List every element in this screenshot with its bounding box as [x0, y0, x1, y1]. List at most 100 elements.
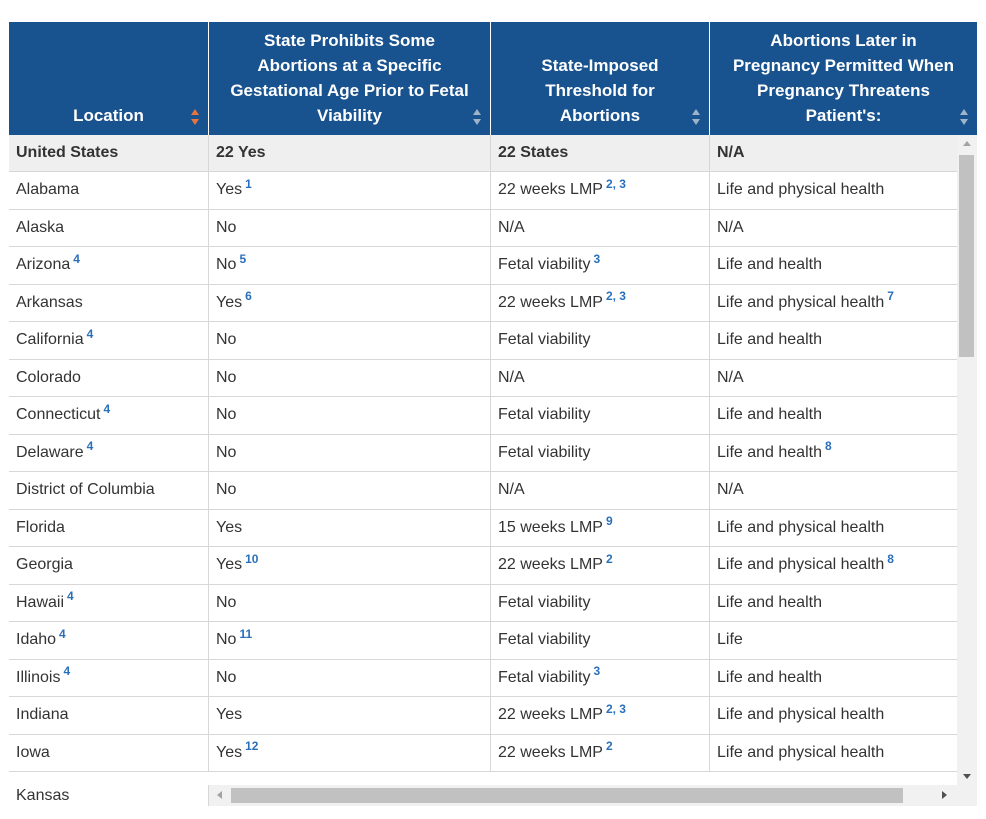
- column-header-prohibits[interactable]: State Prohibits Some Abortions at a Spec…: [209, 22, 491, 135]
- cell-prohibits-text: No: [216, 631, 237, 648]
- footnote-link[interactable]: 3: [593, 251, 601, 266]
- cell-permitted: Life and health: [710, 660, 957, 697]
- cell-prohibits: No: [209, 659, 491, 696]
- cell-threshold: N/A: [491, 472, 710, 509]
- footnote-link[interactable]: 8: [887, 551, 894, 566]
- table-body: United States 2 2 Yes 22 States N/A Alaba…: [9, 135, 957, 785]
- column-header-threshold[interactable]: State-Imposed Threshold for Abortions: [491, 22, 710, 135]
- cell-threshold-text: N/A: [498, 368, 525, 386]
- cell-location-text: Florida: [16, 518, 65, 536]
- sort-icon[interactable]: [960, 109, 969, 125]
- column-header-label: Location: [73, 106, 144, 125]
- column-header-location[interactable]: Location: [9, 22, 209, 135]
- scrollbar-corner: [957, 785, 977, 806]
- cell-location-text: Iowa: [16, 743, 50, 761]
- column-header-label: State-Imposed Threshold for Abortions: [541, 56, 659, 125]
- cell-prohibits: Yes: [209, 509, 491, 546]
- footnote-link[interactable]: 2, 3: [605, 176, 626, 191]
- sort-icon[interactable]: [191, 109, 200, 125]
- cell-prohibits-text: No: [216, 218, 237, 236]
- footnote-link[interactable]: 4: [73, 251, 80, 266]
- table-row: Alabama Yes 1 22 weeks LMP 2, 3 Life and phys…: [9, 172, 957, 210]
- cell-prohibits-text: Yes: [216, 706, 243, 723]
- cell-threshold-text: Fetal viability: [498, 631, 591, 648]
- horizontal-scroll-thumb[interactable]: [231, 788, 903, 803]
- cell-prohibits-text: Yes: [216, 293, 243, 311]
- table-row: Iowa Yes 12 22 weeks LMP 2 Life and physical …: [9, 734, 957, 772]
- summary-location: United States: [9, 135, 209, 171]
- footnote-link[interactable]: 2, 3: [605, 289, 626, 304]
- cell-threshold-text: N/A: [498, 218, 525, 236]
- cell-prohibits-text: No: [216, 256, 237, 273]
- footnote-link[interactable]: 4: [103, 401, 111, 416]
- cell-permitted: N/A: [710, 472, 957, 509]
- sort-icon[interactable]: [692, 109, 701, 125]
- cell-permitted-text: Life: [717, 631, 743, 648]
- summary-threshold: 22 States: [491, 135, 710, 171]
- footnote-link[interactable]: 4: [63, 664, 71, 679]
- cell-permitted-text: Life and physical health: [717, 556, 885, 573]
- cell-permitted-text: Life and health: [717, 443, 822, 461]
- vertical-scrollbar[interactable]: [957, 135, 977, 785]
- footnote-link[interactable]: 2: [605, 739, 613, 754]
- scroll-right-arrow-icon[interactable]: [942, 791, 947, 799]
- cell-location-text: Hawaii: [16, 593, 65, 611]
- cell-prohibits-text: No: [216, 406, 237, 423]
- footnote-link[interactable]: 10: [245, 551, 259, 566]
- footnote-link[interactable]: 5: [239, 251, 247, 266]
- cell-location-text: Indiana: [16, 706, 69, 723]
- cell-threshold-text: 22 weeks LMP: [498, 706, 603, 723]
- cell-prohibits-text: No: [216, 443, 237, 461]
- scroll-left-arrow-icon[interactable]: [217, 791, 222, 799]
- footnote-link[interactable]: 3: [593, 664, 601, 679]
- scroll-down-arrow-icon[interactable]: [963, 774, 971, 779]
- footnote-link[interactable]: 1: [245, 176, 252, 191]
- table-row: Florida Yes 15 weeks LMP 9 Life and physical…: [9, 509, 957, 547]
- cell-threshold: Fetal viability: [491, 622, 710, 659]
- table-row: Colorado No N/A N/A: [9, 359, 957, 397]
- cell-permitted: Life and physical health: [710, 510, 957, 547]
- cell-permitted: Life and physical health 7: [710, 285, 957, 322]
- cell-prohibits: No 11: [209, 622, 491, 659]
- table-row: California 4 No Fetal viability Life and hea…: [9, 322, 957, 360]
- footnote-link[interactable]: 2, 3: [605, 701, 626, 716]
- column-header-permitted[interactable]: Abortions Later in Pregnancy Permitted W…: [710, 22, 977, 135]
- cell-location: Florida: [9, 509, 209, 546]
- cell-threshold: Fetal viability: [491, 397, 710, 434]
- cell-threshold-text: Fetal viability: [498, 593, 591, 611]
- footnote-link[interactable]: 8: [824, 439, 832, 454]
- footnote-link[interactable]: 6: [245, 289, 252, 304]
- cell-location: Delaware 4: [9, 434, 209, 471]
- table-row: Arkansas Yes 6 22 weeks LMP 2, 3 Life and phy…: [9, 284, 957, 322]
- cell-prohibits: No: [209, 584, 491, 621]
- cell-threshold: 22 weeks LMP 2, 3: [491, 697, 710, 734]
- cell-prohibits: No: [209, 359, 491, 396]
- column-header-label: State Prohibits Some Abortions at a Spec…: [230, 31, 469, 125]
- cell-threshold: 22 weeks LMP 2: [491, 734, 710, 771]
- footnote-link[interactable]: 9: [605, 514, 613, 529]
- cell-location: Connecticut 4: [9, 397, 209, 434]
- footnote-link[interactable]: 11: [239, 626, 253, 641]
- footnote-link[interactable]: 12: [245, 739, 259, 754]
- table-row: Arizona 4 No 5 Fetal viability 3 Life and heal…: [9, 247, 957, 285]
- vertical-scroll-thumb[interactable]: [959, 155, 974, 357]
- footnote-link[interactable]: 4: [67, 589, 74, 604]
- cell-threshold: Fetal viability: [491, 322, 710, 359]
- cell-location-text: California: [16, 331, 84, 348]
- cell-threshold: 22 weeks LMP 2, 3: [491, 284, 710, 321]
- cell-location-text: Connecticut: [16, 406, 101, 423]
- cell-permitted: Life and health: [710, 322, 957, 359]
- scroll-up-arrow-icon[interactable]: [963, 141, 971, 146]
- table-row: Alaska No N/A N/A: [9, 209, 957, 247]
- cell-prohibits-text: No: [216, 331, 237, 348]
- footnote-link[interactable]: 4: [86, 439, 94, 454]
- cell-threshold: Fetal viability 3: [491, 659, 710, 696]
- cell-location: Georgia: [9, 547, 209, 584]
- cell-threshold-text: Fetal viability: [498, 331, 591, 348]
- sort-icon[interactable]: [473, 109, 482, 125]
- footnote-link[interactable]: 2: [605, 551, 613, 566]
- footnote-link[interactable]: 4: [86, 326, 94, 341]
- footnote-link[interactable]: 7: [887, 289, 894, 304]
- horizontal-scrollbar[interactable]: [209, 785, 977, 806]
- footnote-link[interactable]: 4: [59, 626, 66, 641]
